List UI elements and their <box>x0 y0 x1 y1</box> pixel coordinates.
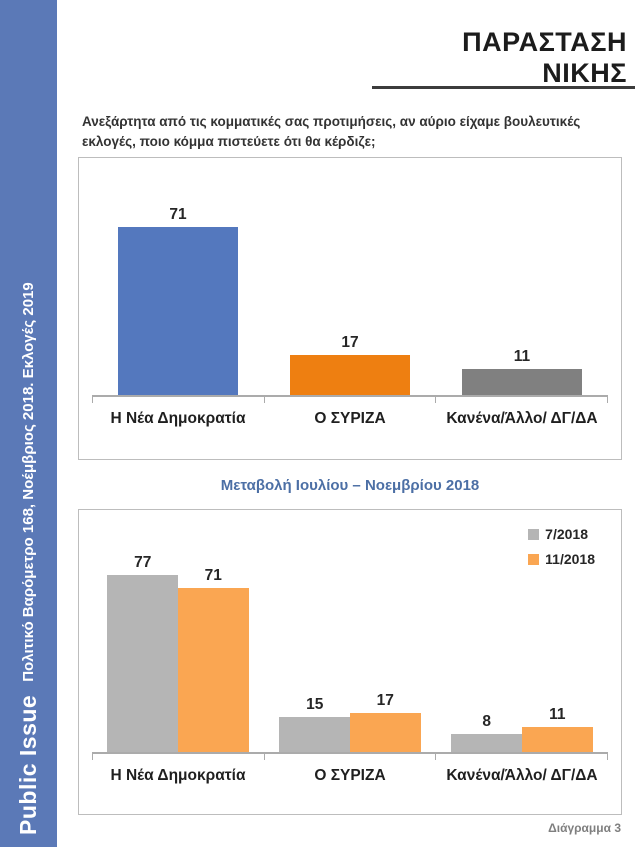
category-label: Κανένα/Άλλο/ ΔΓ/ΔΑ <box>446 767 598 784</box>
bar-value-label: 71 <box>169 205 187 223</box>
axis-tick <box>436 754 609 760</box>
category-slot: 77 71 <box>92 510 264 752</box>
bar <box>107 574 178 752</box>
category-slot: 8 11 <box>436 510 608 752</box>
bar-with-label: 77 <box>107 510 178 752</box>
legend-swatch-july-icon <box>528 528 540 540</box>
legend: 7/2018 11/2018 <box>528 526 595 567</box>
bar-value-label: 17 <box>341 333 359 351</box>
plot-area: 77 71 15 17 8 11 <box>92 510 608 754</box>
bar-with-label: 11 <box>522 510 593 752</box>
category-slot: 17 <box>264 158 436 395</box>
figure-number: Διάγραμμα 3 <box>548 821 621 835</box>
axis-tick <box>265 754 437 760</box>
bar <box>117 226 239 395</box>
bar-with-label: 11 <box>461 158 583 395</box>
category-labels: Η Νέα Δημοκρατία Ο ΣΥΡΙΖΑ Κανένα/Άλλο/ ΔΓ/… <box>92 403 608 428</box>
category-label: Κανένα/Άλλο/ ΔΓ/ΔΑ <box>446 410 598 427</box>
bar <box>451 733 522 752</box>
brand-logo-text: Public Issue <box>15 694 41 835</box>
bar <box>522 726 593 752</box>
bar-value-label: 15 <box>306 696 324 714</box>
bar-value-label: 17 <box>376 691 394 709</box>
bar <box>279 717 350 752</box>
page-title: ΠΑΡΑΣΤΑΣΗ ΝΙΚΗΣ <box>462 27 627 88</box>
bar-value-label: 8 <box>482 712 492 730</box>
bar-with-label: 71 <box>178 510 249 752</box>
axis-tick <box>92 754 265 760</box>
bar-value-label: 71 <box>204 567 222 585</box>
axis-tick <box>265 397 437 403</box>
legend-swatch-november-icon <box>528 553 540 565</box>
category-label: Η Νέα Δημοκρατία <box>110 767 246 784</box>
axis-tick <box>92 397 265 403</box>
bar-value-label: 77 <box>134 553 152 571</box>
bar <box>461 368 583 395</box>
category-label: Η Νέα Δημοκρατία <box>110 410 246 427</box>
chart-win-perception: 71 17 11 Η Νέα Δημοκρατία Ο ΣΥΡΙΖΑ Κανένα/Άλ… <box>78 157 622 460</box>
bar-with-label: 15 <box>279 510 350 752</box>
bar-with-label: 17 <box>289 158 411 395</box>
legend-item-july: 7/2018 <box>528 526 595 542</box>
survey-question: Ανεξάρτητα από τις κομματικές σας προτιμ… <box>82 114 581 149</box>
legend-item-november: 11/2018 <box>528 551 595 567</box>
legend-label-july: 7/2018 <box>545 526 588 542</box>
axis-tick <box>436 397 609 403</box>
legend-label-november: 11/2018 <box>545 551 595 567</box>
chart-july-november-change: 7/2018 11/2018 77 71 15 17 8 11 Η Νέα Δημοκρα… <box>78 509 622 815</box>
bar <box>350 712 421 752</box>
sidebar-vertical-text: Public Issue Πολιτικό Βαρόμετρο 168, Νοέ… <box>0 0 57 847</box>
bar-with-label: 17 <box>350 510 421 752</box>
title-underline <box>372 86 635 89</box>
bar <box>178 588 249 752</box>
category-label: Ο ΣΥΡΙΖΑ <box>314 410 386 427</box>
tick-row <box>92 754 609 760</box>
category-labels: Η Νέα Δημοκρατία Ο ΣΥΡΙΖΑ Κανένα/Άλλο/ ΔΓ/… <box>92 760 608 785</box>
plot-area: 71 17 11 <box>92 158 608 397</box>
tick-row <box>92 397 609 403</box>
bar-with-label: 8 <box>451 510 522 752</box>
bar <box>289 354 411 395</box>
sidebar-brand-band: Public Issue Πολιτικό Βαρόμετρο 168, Νοέ… <box>0 0 57 847</box>
chart2-title: Μεταβολή Ιουλίου – Νοεμβρίου 2018 <box>220 477 480 494</box>
bar-value-label: 11 <box>549 705 566 723</box>
category-slot: 11 <box>436 158 608 395</box>
bar-with-label: 71 <box>117 158 239 395</box>
category-label: Ο ΣΥΡΙΖΑ <box>314 767 386 784</box>
brand-subtitle-text: Πολιτικό Βαρόμετρο 168, Νοέμβριος 2018. … <box>20 282 37 682</box>
category-slot: 15 17 <box>264 510 436 752</box>
category-slot: 71 <box>92 158 264 395</box>
bar-value-label: 11 <box>513 347 531 365</box>
